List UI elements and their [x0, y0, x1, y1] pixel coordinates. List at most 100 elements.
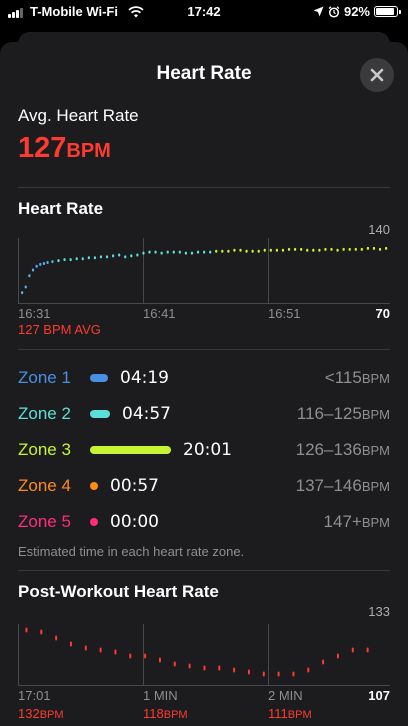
- avg-heart-rate-value: 127BPM: [18, 132, 111, 165]
- divider: [18, 570, 390, 571]
- hr-point: [196, 250, 200, 254]
- pw-point: [173, 661, 176, 667]
- pw-point: [40, 629, 43, 635]
- heart-rate-sheet: Heart Rate Avg. Heart Rate 127BPM Heart …: [0, 42, 408, 726]
- pw-point: [84, 645, 87, 651]
- zone-range-unit: BPM: [361, 407, 390, 422]
- status-bar: T-Mobile Wi-Fi 17:42 92%: [0, 0, 408, 24]
- avg-value-unit: BPM: [66, 140, 111, 162]
- pw-point: [114, 649, 117, 655]
- pw-point: [55, 635, 58, 641]
- hr-point: [324, 247, 327, 251]
- zone-time: 20:01: [183, 440, 232, 460]
- hr-point: [136, 253, 139, 257]
- hr-point: [348, 247, 351, 251]
- pw-point: [307, 667, 310, 673]
- close-icon: [370, 68, 384, 82]
- alarm-icon: [328, 5, 340, 18]
- zone-range: 137–146BPM: [296, 476, 390, 496]
- zone-name: Zone 5: [18, 512, 71, 531]
- hr-point: [39, 262, 42, 266]
- hr-point: [87, 256, 90, 260]
- hr-point: [28, 274, 31, 278]
- pw-point: [158, 657, 161, 663]
- zone-time: 00:57: [110, 476, 159, 496]
- hr-x-tick: 16:51: [268, 306, 301, 321]
- signal-icon: [8, 8, 26, 18]
- pw-point: [25, 627, 28, 633]
- hr-point: [130, 254, 133, 258]
- hr-point: [215, 249, 218, 253]
- pw-point: [262, 671, 265, 677]
- divider: [18, 349, 390, 350]
- hr-point: [275, 248, 278, 252]
- divider: [18, 187, 390, 188]
- hr-point: [63, 258, 66, 262]
- hr-point: [330, 247, 333, 251]
- sheet-title: Heart Rate: [156, 63, 252, 84]
- pw-point: [277, 671, 280, 677]
- pw-point: [218, 665, 221, 671]
- hr-x-tick: 16:31: [18, 306, 51, 321]
- pw-point: [233, 667, 236, 673]
- heart-rate-chart: [18, 238, 390, 304]
- battery-icon: [374, 6, 401, 17]
- hr-point: [166, 250, 169, 254]
- pw-point: [129, 653, 132, 659]
- zone-range-value: <115: [324, 368, 362, 387]
- hr-point: [354, 247, 357, 251]
- hr-point: [227, 249, 230, 253]
- zone-range-unit: BPM: [361, 371, 390, 386]
- zone-time: 04:19: [120, 368, 169, 388]
- zone-row: Zone 5 00:00 147+BPM: [18, 510, 390, 534]
- hr-y-max: 140: [368, 222, 390, 237]
- hr-point: [35, 264, 38, 268]
- zone-range-unit: BPM: [361, 479, 390, 494]
- hr-point: [148, 250, 151, 254]
- pw-value-number: 118: [143, 706, 164, 721]
- zone-range-unit: BPM: [361, 515, 390, 530]
- zone-name: Zone 4: [18, 476, 71, 495]
- battery-percent: 92%: [343, 4, 370, 19]
- hr-point: [160, 251, 163, 255]
- hr-point: [75, 257, 78, 261]
- hr-point: [99, 255, 103, 259]
- hr-point: [245, 249, 248, 253]
- zone-bar: [90, 410, 110, 418]
- hr-point: [300, 247, 303, 251]
- zone-range: 147+BPM: [324, 512, 390, 532]
- zone-name: Zone 2: [18, 404, 71, 423]
- hr-point: [42, 261, 46, 265]
- hr-point: [21, 291, 24, 295]
- hr-point: [336, 248, 339, 252]
- hr-point: [184, 251, 187, 255]
- location-icon: [313, 6, 324, 17]
- hr-point: [233, 248, 236, 252]
- hr-point: [257, 249, 260, 253]
- zone-range-value: 116–125: [296, 404, 362, 423]
- pw-value-number: 111: [268, 706, 288, 721]
- zone-range: 126–136BPM: [296, 440, 390, 460]
- pw-point: [292, 671, 295, 677]
- zone-bar: [90, 482, 98, 490]
- hr-point: [81, 257, 84, 261]
- hr-point: [385, 246, 388, 250]
- hr-y-min: 70: [375, 306, 390, 321]
- pw-value: 132BPM: [18, 706, 64, 721]
- pw-x-tick: 1 MIN: [143, 688, 178, 703]
- hr-point: [31, 268, 35, 272]
- hr-point: [263, 248, 266, 252]
- pw-x-tick: 17:01: [18, 688, 51, 703]
- zone-bar: [90, 446, 171, 454]
- post-workout-plot: [18, 624, 390, 686]
- hr-point: [287, 247, 291, 251]
- hr-point: [360, 247, 363, 251]
- heart-rate-plot: [18, 238, 390, 304]
- close-button[interactable]: [360, 58, 394, 92]
- zone-bar: [90, 518, 98, 526]
- pw-point: [366, 647, 369, 653]
- avg-value-number: 127: [18, 132, 67, 164]
- hr-point: [172, 250, 175, 254]
- pw-value-unit: BPM: [287, 709, 312, 721]
- hr-point: [118, 253, 121, 257]
